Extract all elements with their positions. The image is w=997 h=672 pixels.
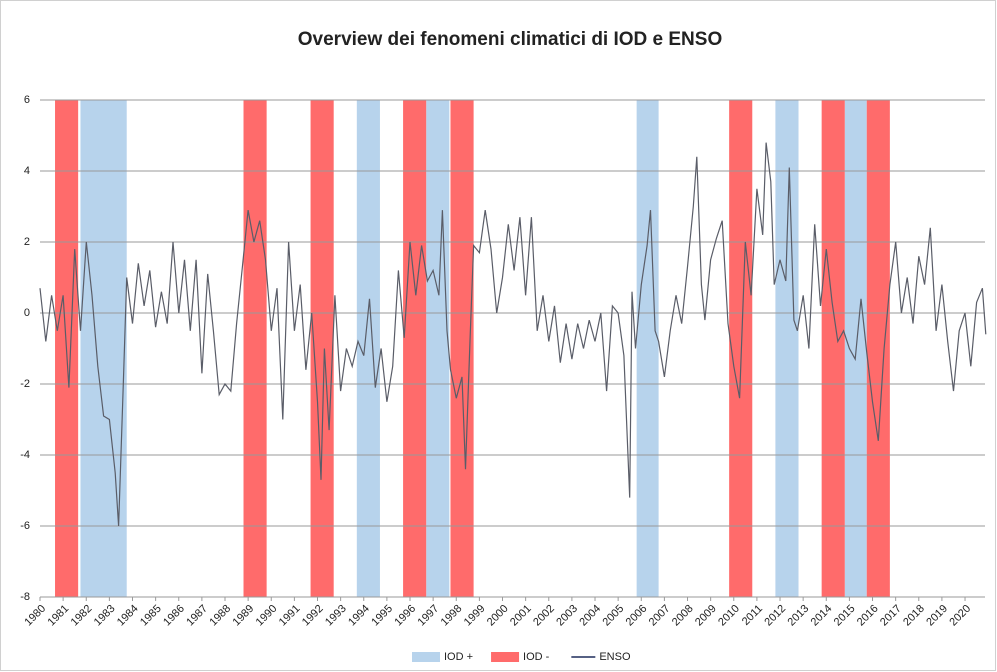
bands [55,100,890,597]
band [636,100,659,597]
y-tick-label: -6 [20,520,30,532]
band [866,100,890,597]
y-tick-label: -2 [20,378,30,390]
band [729,100,753,597]
legend-swatch [412,652,440,662]
legend-label: IOD + [444,651,473,663]
y-tick-label: 0 [24,307,30,319]
band [450,100,474,597]
chart-title: Overview dei fenomeni climatici di IOD e… [298,29,722,50]
band [356,100,380,597]
legend-label: ENSO [599,651,631,663]
grid [39,99,985,601]
legend-swatch [491,652,520,662]
y-tick-label: 2 [24,236,30,248]
band [80,100,127,597]
y-tick-label: 6 [24,94,30,106]
y-tick-label: -4 [20,449,30,461]
y-tick-label: -8 [20,591,30,603]
band [775,100,799,597]
band [243,100,267,597]
band [426,100,450,597]
lines [39,142,987,527]
y-tick-label: 4 [24,165,30,177]
legend-label: IOD - [523,651,550,663]
band [403,100,427,597]
series-line [39,142,987,527]
band [821,100,845,597]
band [310,100,334,597]
